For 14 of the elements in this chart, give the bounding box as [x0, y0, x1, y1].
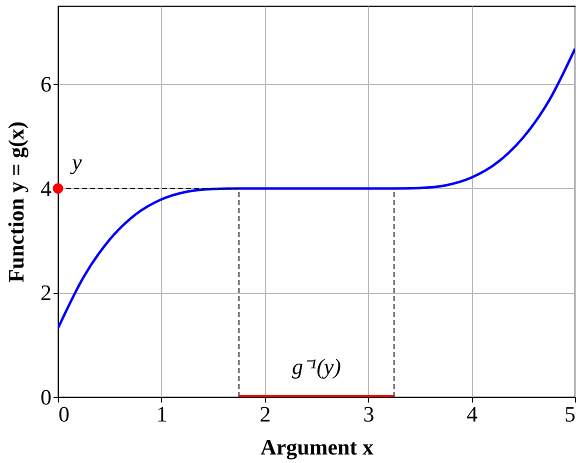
x-tick-label: 3 [363, 402, 374, 426]
x-tick-label: 4 [466, 402, 478, 426]
x-tick-label: 2 [260, 402, 271, 426]
y-axis-title: Function y = g(x) [4, 121, 28, 283]
x-axis-title: Argument x [260, 434, 374, 460]
x-tick-label: 1 [156, 402, 168, 426]
x-tick-label: 0 [58, 402, 70, 426]
y-tick-label: 6 [40, 72, 52, 97]
annotation: g⁻¹(y) [292, 354, 342, 379]
y-tick-label: 4 [40, 176, 52, 201]
y-tick-label: 0 [40, 384, 52, 410]
annotation: y [70, 149, 82, 174]
x-tick-label: 5 [564, 402, 576, 426]
y-tick-label: 2 [40, 280, 52, 306]
